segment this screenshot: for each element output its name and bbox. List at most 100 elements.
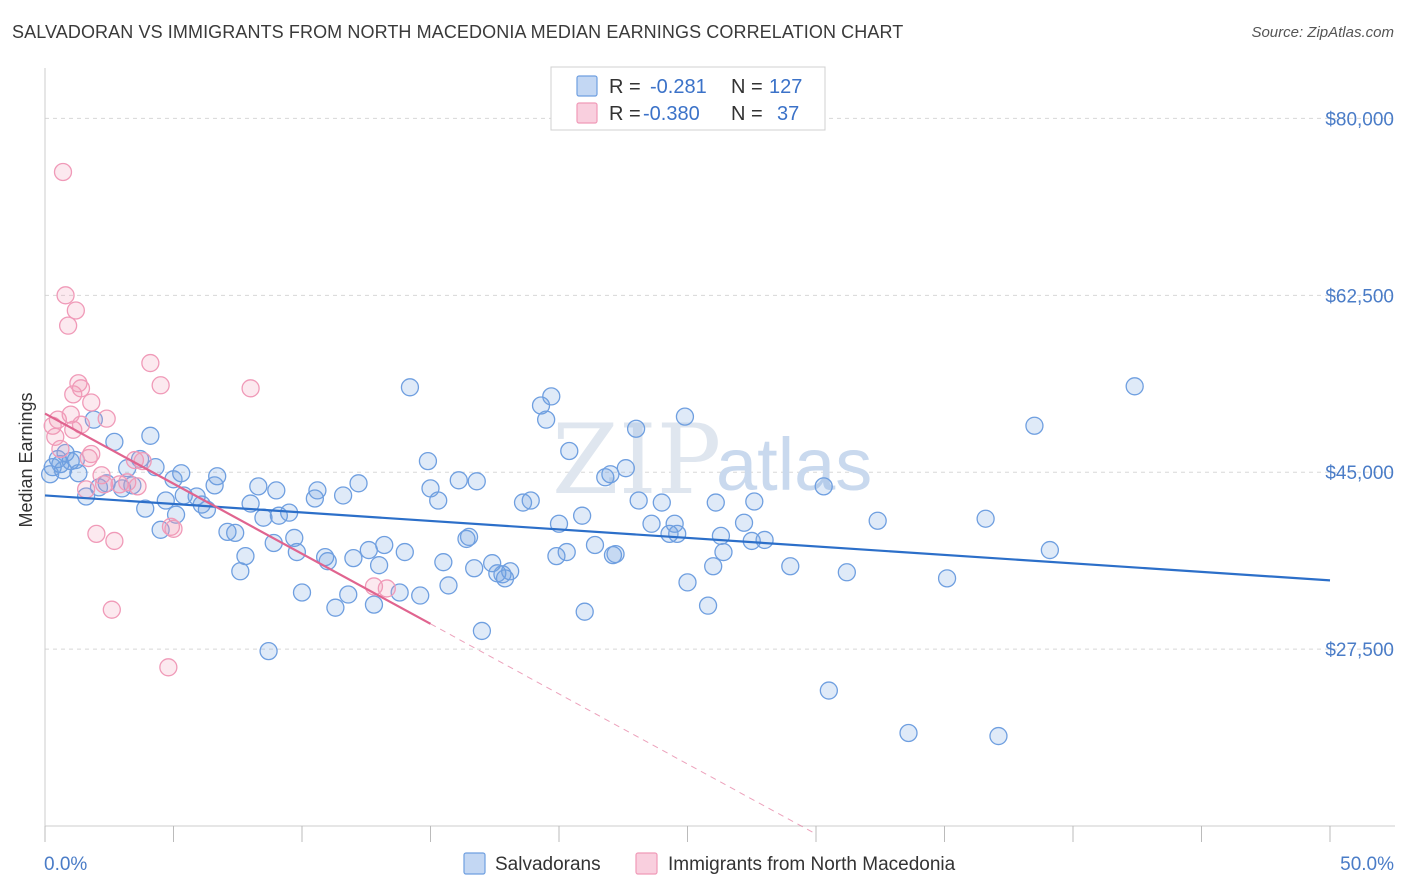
- legend-r-value-1: -0.281: [650, 76, 707, 98]
- salvadorans-point-18: [151, 520, 170, 539]
- salvadorans-point-62: [429, 491, 448, 510]
- salvadorans-point-115: [899, 723, 918, 743]
- salvadorans-point-48: [333, 486, 353, 505]
- salvadorans-point-84: [572, 506, 592, 525]
- salvadorans-point-105: [714, 542, 733, 562]
- salvadorans-points: [40, 377, 1144, 746]
- salvadorans-point-111: [814, 477, 833, 496]
- legend-n-label-2: N =: [731, 103, 763, 125]
- salvadorans-point-40: [285, 528, 304, 548]
- salvadorans-point-65: [449, 471, 468, 490]
- watermark: ZIP atlas: [552, 404, 872, 516]
- bottom-legend-swatch-blue: [463, 852, 486, 875]
- salvadorans-point-7: [76, 487, 96, 506]
- salvadorans-point-31: [231, 562, 250, 581]
- chart-title: SALVADORAN VS IMMIGRANTS FROM NORTH MACE…: [12, 22, 904, 42]
- salvadorans-point-59: [411, 586, 430, 605]
- salvadorans-point-50: [344, 548, 363, 568]
- salvadorans-trend-line: [44, 494, 1331, 582]
- salvadorans-point-67: [459, 527, 479, 547]
- y-tick-label-1: $62,500: [1325, 286, 1394, 307]
- salvadorans-point-86: [585, 535, 605, 555]
- salvadorans-point-95: [652, 493, 671, 512]
- salvadorans-point-100: [678, 573, 697, 592]
- salvadorans-point-109: [755, 530, 774, 550]
- salvadorans-point-28: [208, 467, 227, 486]
- salvadorans-point-35: [254, 508, 273, 527]
- north-macedonia-trend-line: [44, 412, 432, 625]
- salvadorans-point-82: [557, 542, 576, 562]
- series-legend: Salvadorans Immigrants from North Macedo…: [463, 852, 956, 875]
- salvadorans-point-101: [698, 596, 718, 615]
- legend-r-label-2: R =: [609, 103, 641, 125]
- salvadorans-point-30: [226, 523, 245, 543]
- legend-r-label-1: R =: [609, 76, 641, 98]
- salvadorans-point-92: [626, 419, 646, 438]
- y-axis-title: Median Earnings: [16, 392, 36, 527]
- x-tick-label-min: 0.0%: [44, 854, 87, 875]
- bottom-legend-swatch-pink: [635, 852, 658, 875]
- y-tick-label-0: $80,000: [1325, 109, 1394, 130]
- salvadorans-point-15: [136, 499, 155, 518]
- salvadorans-point-91: [616, 459, 635, 478]
- salvadorans-point-74: [501, 562, 520, 581]
- salvadorans-point-69: [472, 621, 492, 641]
- north-macedonia-point-31: [159, 658, 178, 677]
- salvadorans-point-94: [642, 514, 661, 533]
- y-tick-labels: $80,000 $62,500 $45,000 $27,500: [1325, 109, 1394, 661]
- salvadorans-point-104: [711, 526, 731, 546]
- axes: [44, 68, 1395, 842]
- salvadorans-point-58: [400, 378, 420, 397]
- salvadorans-point-29: [218, 522, 237, 542]
- legend-swatch-pink: [576, 102, 598, 124]
- salvadorans-point-47: [326, 598, 345, 617]
- salvadorans-point-102: [704, 557, 723, 576]
- salvadorans-point-55: [375, 535, 394, 555]
- north-macedonia-point-29: [141, 353, 160, 373]
- salvadorans-point-44: [308, 481, 327, 500]
- salvadorans-point-26: [197, 500, 217, 519]
- salvadorans-point-118: [989, 726, 1008, 746]
- salvadorans-point-78: [537, 410, 556, 429]
- y-tick-label-2: $45,000: [1325, 463, 1394, 484]
- salvadorans-point-113: [837, 563, 856, 582]
- north-macedonia-trend-extension: [430, 623, 817, 835]
- salvadorans-point-116: [937, 569, 957, 588]
- salvadorans-point-32: [236, 546, 255, 566]
- north-macedonia-point-23: [105, 531, 124, 551]
- salvadorans-point-51: [349, 474, 368, 493]
- north-macedonia-point-32: [161, 517, 181, 536]
- legend-swatch-blue: [576, 75, 598, 97]
- salvadorans-point-37: [264, 533, 283, 553]
- salvadorans-point-108: [745, 492, 764, 511]
- salvadorans-point-96: [660, 524, 679, 544]
- salvadorans-point-117: [976, 509, 995, 528]
- salvadorans-point-60: [418, 451, 438, 471]
- salvadorans-point-76: [521, 491, 540, 510]
- salvadorans-point-68: [465, 559, 484, 578]
- legend-r-value-2: -0.380: [643, 103, 700, 125]
- salvadorans-point-57: [395, 542, 414, 562]
- salvadorans-point-83: [560, 441, 579, 461]
- y-tick-label-3: $27,500: [1325, 640, 1394, 661]
- north-macedonia-point-17: [82, 393, 101, 412]
- salvadorans-point-63: [434, 553, 453, 572]
- north-macedonia-point-34: [241, 379, 260, 398]
- salvadorans-point-22: [172, 464, 191, 483]
- north-macedonia-point-4: [53, 162, 73, 182]
- north-macedonia-point-22: [102, 600, 121, 619]
- salvadorans-point-88: [596, 468, 615, 487]
- stats-legend: R = -0.281 N = 127 R = -0.380 N = 37: [550, 66, 826, 131]
- salvadorans-point-99: [675, 407, 695, 426]
- x-tick-labels: 0.0% 50.0%: [44, 854, 1394, 875]
- salvadorans-point-93: [629, 491, 648, 510]
- salvadorans-point-66: [457, 529, 476, 549]
- north-macedonia-point-11: [69, 374, 88, 393]
- salvadorans-point-16: [141, 426, 160, 445]
- north-macedonia-point-3: [51, 439, 70, 459]
- trend-lines: [44, 412, 1331, 835]
- salvadorans-point-125: [267, 481, 286, 500]
- salvadorans-point-42: [292, 583, 312, 602]
- salvadorans-point-34: [249, 477, 268, 496]
